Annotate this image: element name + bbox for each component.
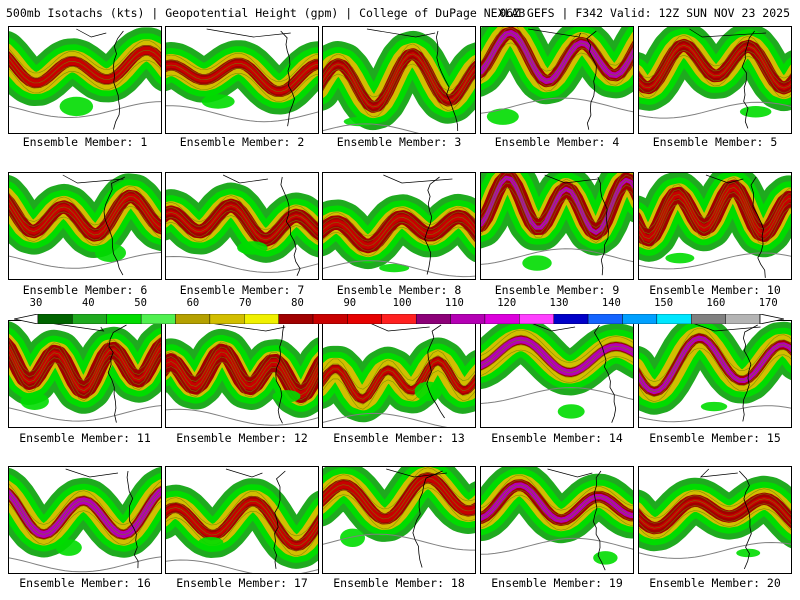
colorbar-swatch bbox=[656, 313, 692, 325]
ensemble-member-label: Ensemble Member: 2 bbox=[179, 135, 305, 149]
ensemble-member-1-map bbox=[8, 26, 162, 134]
ensemble-member-2-map bbox=[165, 26, 319, 134]
ensemble-member-label: Ensemble Member: 14 bbox=[491, 431, 623, 445]
ensemble-member-16-map bbox=[8, 466, 162, 574]
colorbar-tick-label: 100 bbox=[392, 297, 412, 309]
colorbar-swatch bbox=[622, 313, 658, 325]
colorbar-tick-label: 130 bbox=[549, 297, 569, 309]
colorbar-tick-label: 120 bbox=[497, 297, 517, 309]
ensemble-member-label: Ensemble Member: 16 bbox=[19, 576, 151, 590]
ensemble-member-19-map bbox=[480, 466, 634, 574]
colorbar-tick-label: 170 bbox=[758, 297, 778, 309]
ensemble-member-label: Ensemble Member: 1 bbox=[22, 135, 148, 149]
ensemble-member-label: Ensemble Member: 18 bbox=[333, 576, 465, 590]
colorbar-swatch bbox=[347, 313, 383, 325]
ensemble-member-label: Ensemble Member: 15 bbox=[649, 431, 781, 445]
isotach-colorbar bbox=[13, 309, 785, 325]
ensemble-member-17-map bbox=[165, 466, 319, 574]
ensemble-member-label: Ensemble Member: 10 bbox=[649, 283, 781, 297]
colorbar-swatch bbox=[484, 313, 520, 325]
colorbar-swatch bbox=[553, 313, 589, 325]
ensemble-member-20-map bbox=[638, 466, 792, 574]
ensemble-member-12-map bbox=[165, 320, 319, 428]
colorbar-tick-label: 80 bbox=[291, 297, 304, 309]
colorbar-swatch bbox=[381, 313, 417, 325]
colorbar-swatch bbox=[244, 313, 279, 325]
colorbar-tick-label: 90 bbox=[343, 297, 357, 309]
ensemble-member-10-map bbox=[638, 172, 792, 280]
colorbar-tick-label: 110 bbox=[444, 297, 464, 309]
colorbar-tick-label: 140 bbox=[601, 297, 621, 309]
colorbar-swatch bbox=[519, 313, 554, 325]
colorbar-swatch bbox=[175, 313, 211, 325]
colorbar-swatch bbox=[72, 313, 107, 325]
ensemble-member-label: Ensemble Member: 6 bbox=[22, 283, 148, 297]
colorbar-swatch bbox=[312, 313, 348, 325]
colorbar-swatch bbox=[37, 313, 73, 325]
colorbar-min-arrow bbox=[13, 313, 39, 325]
colorbar-swatch bbox=[415, 313, 451, 325]
product-title: 500mb Isotachs (kts) | Geopotential Heig… bbox=[6, 6, 526, 20]
colorbar-swatch bbox=[278, 313, 314, 325]
colorbar-tick-label: 40 bbox=[81, 297, 95, 309]
colorbar-swatch bbox=[106, 313, 142, 325]
colorbar-swatch bbox=[140, 313, 176, 325]
colorbar-max-arrow bbox=[759, 313, 785, 325]
ensemble-member-label: Ensemble Member: 5 bbox=[652, 135, 778, 149]
ensemble-member-label: Ensemble Member: 17 bbox=[176, 576, 308, 590]
ensemble-member-label: Ensemble Member: 20 bbox=[649, 576, 781, 590]
colorbar-tick-label: 60 bbox=[186, 297, 200, 309]
ensemble-member-label: Ensemble Member: 13 bbox=[333, 431, 465, 445]
colorbar-swatch bbox=[725, 313, 761, 325]
ensemble-member-label: Ensemble Member: 8 bbox=[336, 283, 462, 297]
colorbar-swatch bbox=[209, 313, 245, 325]
ensemble-member-label: Ensemble Member: 7 bbox=[179, 283, 305, 297]
colorbar-tick-label: 50 bbox=[134, 297, 147, 309]
colorbar-tick-label: 30 bbox=[29, 297, 43, 309]
colorbar-swatch bbox=[691, 313, 726, 325]
colorbar-tick-label: 70 bbox=[238, 297, 252, 309]
ensemble-member-13-map bbox=[322, 320, 476, 428]
ensemble-member-label: Ensemble Member: 9 bbox=[494, 283, 620, 297]
colorbar-swatch bbox=[587, 313, 623, 325]
ensemble-member-11-map bbox=[8, 320, 162, 428]
ensemble-member-5-map bbox=[638, 26, 792, 134]
ensemble-member-7-map bbox=[165, 172, 319, 280]
map-header: 500mb Isotachs (kts) | Geopotential Heig… bbox=[6, 6, 796, 22]
ensemble-member-label: Ensemble Member: 11 bbox=[19, 431, 151, 445]
colorbar-tick-label: 160 bbox=[706, 297, 726, 309]
ensemble-member-15-map bbox=[638, 320, 792, 428]
ensemble-member-label: Ensemble Member: 12 bbox=[176, 431, 308, 445]
ensemble-member-9-map bbox=[480, 172, 634, 280]
ensemble-member-3-map bbox=[322, 26, 476, 134]
ensemble-member-14-map bbox=[480, 320, 634, 428]
ensemble-member-4-map bbox=[480, 26, 634, 134]
ensemble-member-6-map bbox=[8, 172, 162, 280]
ensemble-member-label: Ensemble Member: 19 bbox=[491, 576, 623, 590]
ensemble-member-18-map bbox=[322, 466, 476, 574]
ensemble-member-8-map bbox=[322, 172, 476, 280]
ensemble-member-label: Ensemble Member: 3 bbox=[336, 135, 462, 149]
colorbar-swatch bbox=[450, 313, 486, 325]
colorbar-tick-label: 150 bbox=[654, 297, 674, 309]
run-valid-time: 06Z GEFS | F342 Valid: 12Z SUN NOV 23 20… bbox=[499, 6, 790, 20]
ensemble-member-label: Ensemble Member: 4 bbox=[494, 135, 620, 149]
